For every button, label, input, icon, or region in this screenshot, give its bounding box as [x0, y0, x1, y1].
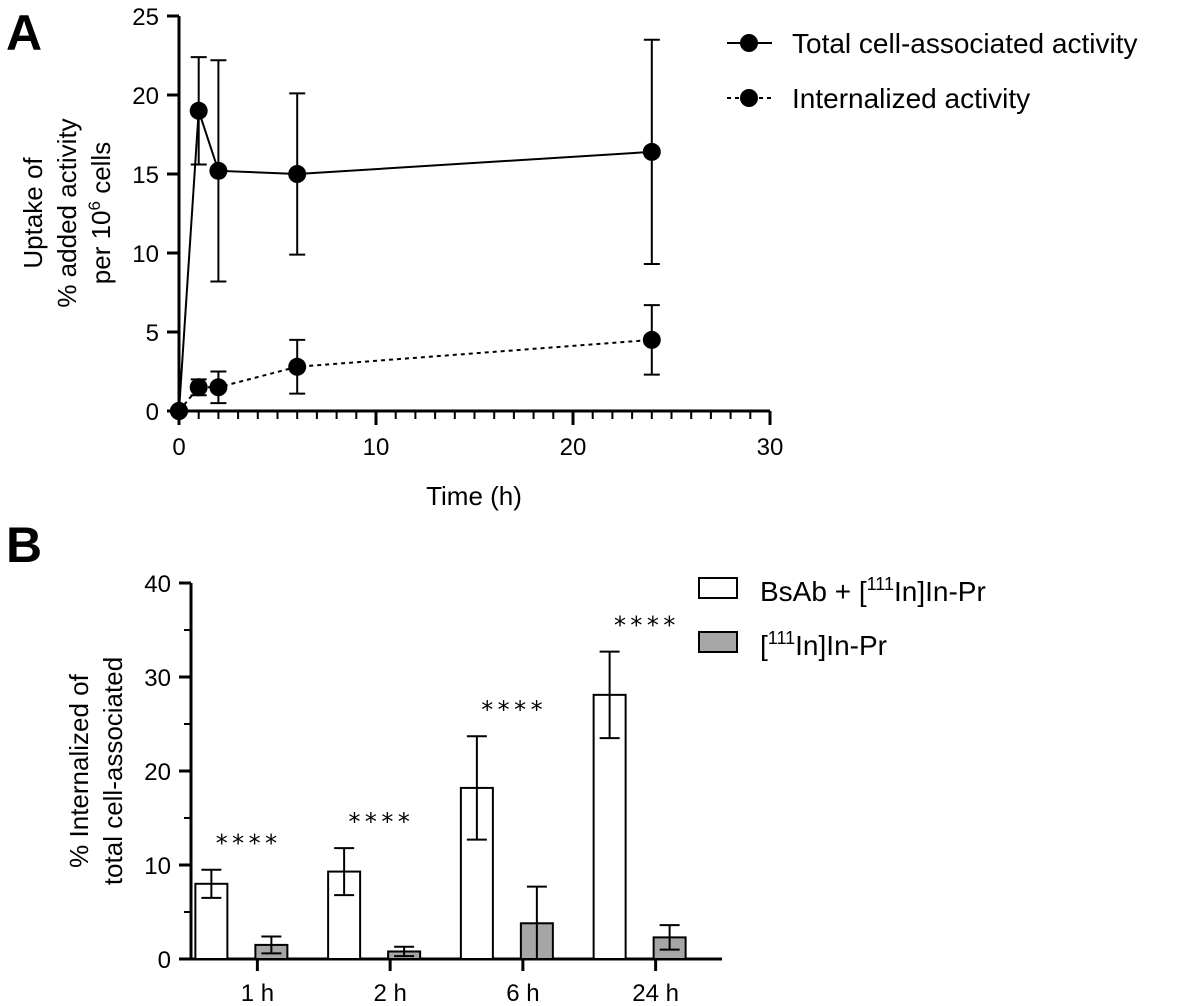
panel-b-label: B — [6, 517, 42, 573]
legend-b-bsab-sup: 111 — [867, 574, 894, 594]
significance-label: **** — [214, 830, 280, 858]
panel-a-y-title-line3: per 106 cells — [85, 142, 116, 284]
legend-a-total-label: Total cell-associated activity — [792, 28, 1137, 59]
y-tick-label: 5 — [146, 320, 159, 347]
y-tick-label: 30 — [144, 665, 171, 692]
data-point — [642, 330, 661, 349]
panel-a-legend: Total cell-associated activity Internali… — [727, 28, 1137, 114]
panel-a-chart: 0 10 20 30 0 5 10 15 20 25 Time (h) Uptake of % a… — [18, 4, 1137, 511]
x-category-label: 2 h — [373, 980, 406, 1006]
y-tick-label: 15 — [132, 162, 159, 189]
series-line-1 — [178, 338, 652, 412]
legend-a-solid-marker — [740, 34, 758, 52]
legend-b-grey-swatch — [698, 631, 738, 653]
x-tick-label: 30 — [757, 434, 784, 461]
x-category-label: 1 h — [241, 980, 274, 1006]
data-point — [189, 378, 208, 397]
legend-a-dashed-marker — [740, 89, 758, 107]
legend-b-inpr-sup: 111 — [768, 628, 795, 648]
series-line-0 — [178, 110, 652, 412]
x-category-label: 24 h — [632, 980, 679, 1006]
data-point — [642, 142, 661, 161]
y-tick-label: 20 — [144, 759, 171, 786]
panel-b-y-title-line2: total cell-associated — [98, 657, 128, 885]
legend-b-inpr-label: [111In]In-Pr — [760, 628, 887, 661]
legend-b-bsab-part1: BsAb + [ — [760, 576, 867, 607]
data-point — [209, 161, 228, 180]
data-point — [288, 165, 307, 183]
y-tick-label: 0 — [146, 399, 159, 426]
data-point — [209, 378, 228, 397]
panel-a-y-title-line1: Uptake of — [18, 157, 48, 269]
y-tick-label: 20 — [132, 83, 159, 110]
x-tick-label: 10 — [363, 434, 390, 461]
data-point — [288, 357, 307, 376]
panel-a-y-title-line2: % added activity — [52, 118, 82, 307]
legend-b-inpr-part1: [ — [760, 630, 768, 661]
x-category-label: 6 h — [506, 980, 539, 1006]
panel-a-label: A — [6, 5, 42, 61]
significance-label: **** — [613, 612, 679, 640]
significance-label: **** — [347, 808, 413, 836]
legend-b-inpr-part2: In]In-Pr — [795, 630, 887, 661]
legend-b-bsab-part2: In]In-Pr — [894, 576, 986, 607]
significance-label: **** — [480, 696, 546, 724]
panel-a-y-title-cells: cells — [86, 142, 116, 201]
legend-b-white-swatch — [698, 577, 738, 599]
legend-b-bsab-label: BsAb + [111In]In-Pr — [760, 574, 986, 607]
y-tick-label: 40 — [144, 571, 171, 598]
y-tick-label: 0 — [158, 947, 171, 974]
y-tick-label: 10 — [144, 853, 171, 880]
x-tick-label: 20 — [560, 434, 587, 461]
y-tick-label: 25 — [132, 4, 159, 31]
data-point — [170, 402, 188, 420]
data-point — [189, 101, 208, 120]
panel-a-x-title: Time (h) — [426, 481, 522, 511]
panel-b-legend: BsAb + [111In]In-Pr [111In]In-Pr — [698, 574, 986, 661]
panel-a-y-title-per: per 10 — [86, 210, 116, 284]
legend-a-internalized-label: Internalized activity — [792, 83, 1030, 114]
panel-b-y-title-line1: % Internalized of — [64, 673, 94, 867]
x-tick-label: 0 — [172, 434, 185, 461]
y-tick-label: 10 — [132, 241, 159, 268]
panel-a-y-title-exponent: 6 — [85, 201, 104, 210]
